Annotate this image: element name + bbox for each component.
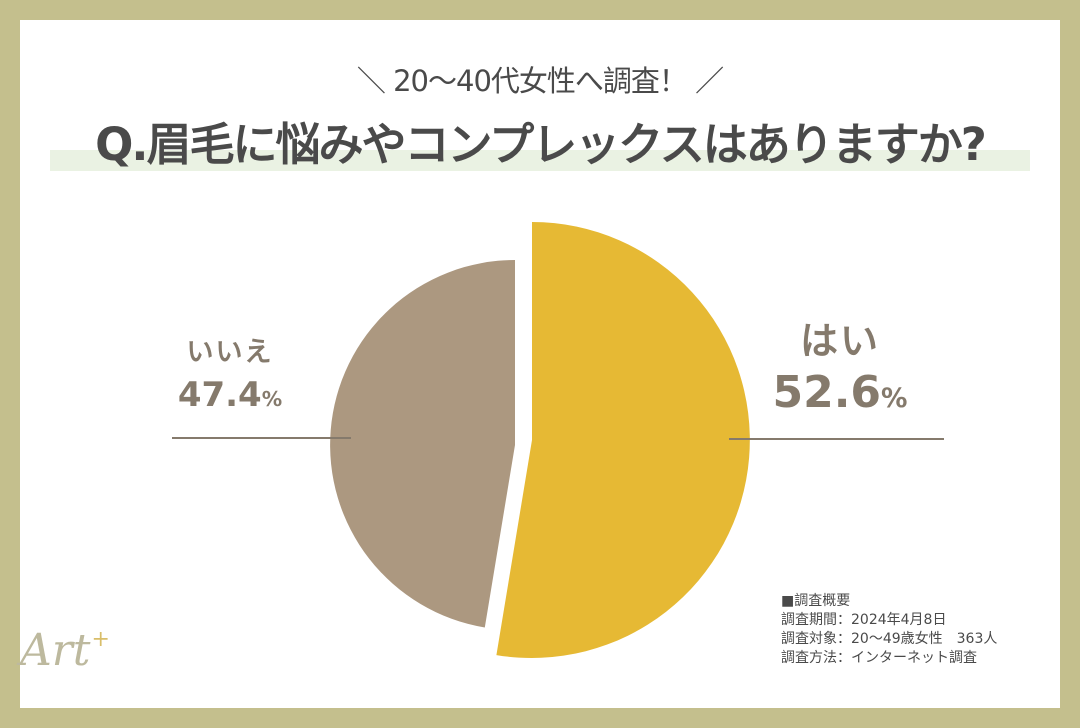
label-no-name: いいえ: [186, 337, 274, 368]
pie-slice-no: [330, 260, 515, 628]
title-highlight-band: [50, 150, 1030, 171]
label-yes-unit: %: [881, 383, 908, 414]
summary-heading: ■調査概要: [781, 593, 851, 609]
survey-summary: ■調査概要 調査期間：2024年4月8日 調査対象：20〜49歳女性 363人 …: [781, 592, 997, 668]
label-no: いいえ 47.4%: [150, 330, 310, 415]
brand-logo: Art+: [20, 625, 110, 676]
summary-target: 調査対象：20〜49歳女性 363人: [781, 631, 998, 647]
label-no-value-wrap: 47.4%: [150, 375, 310, 415]
label-yes-name: はい: [799, 319, 880, 363]
pie-slice-yes: [496, 222, 750, 658]
survey-subtitle: ＼ 20〜40代女性へ調査！ ／: [356, 64, 724, 98]
label-yes-value: 52.6: [772, 367, 882, 418]
question-title: Q.眉毛に悩みやコンプレックスはありますか?: [95, 118, 987, 171]
summary-method: 調査方法：インターネット調査: [781, 650, 977, 666]
summary-period: 調査期間：2024年4月8日: [781, 612, 947, 628]
label-no-value: 47.4: [177, 375, 262, 415]
label-no-unit: %: [261, 387, 283, 411]
logo-text: Art: [20, 625, 91, 676]
label-yes: はい 52.6%: [740, 310, 940, 418]
label-yes-value-wrap: 52.6%: [740, 367, 940, 418]
logo-plus: +: [91, 627, 110, 652]
